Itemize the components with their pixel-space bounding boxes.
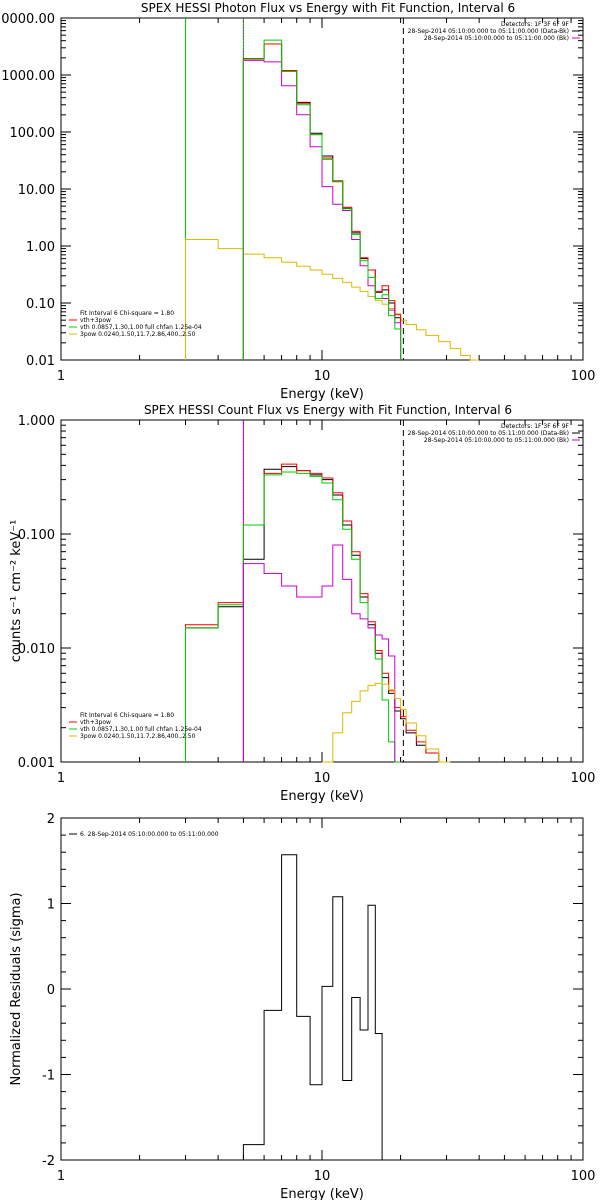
count-y-tick-label: 0.100 <box>18 528 55 543</box>
photon-legend-entry: vth 0.0857,1.30,1.00 full chfan 1.25e-04 <box>80 324 202 331</box>
count-y-tick-label: 0.001 <box>18 756 55 771</box>
photon-legend-entry: Fit Interval 6 Chi-square = 1.80 <box>80 310 174 317</box>
count-header-line: 28-Sep-2014 05:10:00.000 to 05:11:00.000… <box>408 430 569 437</box>
photon-header-line: 28-Sep-2014 05:10:00.000 to 05:11:00.000… <box>408 28 569 35</box>
count-series-total <box>185 463 451 763</box>
photon-series-pow <box>185 239 480 361</box>
photon-legend-entry: 3pow 0.0240,1.50,11.7,2.86,400.,2.50 <box>80 331 196 338</box>
photon-series-vth <box>242 39 402 360</box>
photon-series-data <box>242 43 402 360</box>
residuals-y-tick-label: -2 <box>42 1154 55 1169</box>
photon-y-tick-label: 10000.00 <box>0 12 55 27</box>
count-y-axis-label: counts s⁻¹ cm⁻² keV⁻¹ <box>9 520 24 663</box>
count-series-bk <box>242 544 396 762</box>
photon-x-tick-label: 100 <box>571 369 596 384</box>
count-y-tick-label: 0.010 <box>18 642 55 657</box>
count-legend-entry: 3pow 0.0240,1.50,11.7,2.86,400.,2.50 <box>80 733 196 740</box>
residuals-legend-entry: 6. 28-Sep-2014 05:10:00.000 to 05:11:00.… <box>80 831 219 838</box>
photon-header-line: Detectors: 1F 3F 6F 9F <box>501 21 570 28</box>
photon-header-line: 28-Sep-2014 05:10:00.000 to 05:11:00.000… <box>424 35 569 42</box>
photon-x-tick-label: 10 <box>314 369 331 384</box>
photon-y-tick-label: 1.00 <box>26 240 55 255</box>
photon-series-total <box>242 43 402 360</box>
count-y-tick-label: 1.000 <box>18 414 55 429</box>
count-series-pow <box>322 682 451 763</box>
count-x-axis-label: Energy (keV) <box>280 789 364 804</box>
photon-title: SPEX HESSI Photon Flux vs Energy with Fi… <box>141 1 515 15</box>
residuals-x-axis-label: Energy (keV) <box>280 1187 364 1200</box>
photon-legend-entry: vth+3pow <box>80 317 111 324</box>
count-legend-entry: vth 0.0857,1.30,1.00 full chfan 1.25e-04 <box>80 726 202 733</box>
count-legend-entry: Fit Interval 6 Chi-square = 1.80 <box>80 712 174 719</box>
residuals-axes: 1 10 100 -2 -1 0 1 2 Energy (keV) Normalized Resi… <box>9 812 595 1200</box>
residuals-series-resid <box>242 854 401 1161</box>
residuals-y-tick-label: 2 <box>47 812 55 827</box>
residuals-x-tick-label: 1 <box>57 1169 65 1184</box>
photon-y-tick-label: 0.10 <box>26 297 55 312</box>
count-x-tick-label: 1 <box>57 771 65 786</box>
residuals-y-tick-label: 0 <box>47 983 55 998</box>
photon-y-tick-label: 1000.00 <box>1 69 55 84</box>
count-axes: 1 10 100 0.001 0.010 0.100 1.000 SPEX HESSI Cou… <box>9 403 595 804</box>
photon-x-tick-label: 1 <box>57 369 65 384</box>
photon-plot-frame <box>60 17 584 361</box>
photon-x-axis-label: Energy (keV) <box>280 387 364 402</box>
residuals-y-tick-label: 1 <box>47 898 55 913</box>
residuals-y-tick-label: -1 <box>42 1069 55 1084</box>
residuals-x-tick-label: 100 <box>571 1169 596 1184</box>
photon-axes: 1 10 100 0.01 0.10 1.00 10.00 100.00 1000.00 1000… <box>0 1 595 402</box>
count-series-vth <box>185 471 401 763</box>
residuals-x-tick-label: 10 <box>314 1169 331 1184</box>
photon-y-tick-label: 10.00 <box>18 183 55 198</box>
count-x-tick-label: 100 <box>571 771 596 786</box>
photon-series-bk <box>242 59 402 360</box>
count-header-line: Detectors: 1F 3F 6F 9F <box>501 423 570 430</box>
count-x-tick-label: 10 <box>314 771 331 786</box>
photon-y-tick-label: 100.00 <box>10 126 56 141</box>
count-series-data <box>185 466 451 763</box>
photon-y-tick-label: 0.01 <box>26 354 55 369</box>
count-legend-entry: vth+3pow <box>80 719 111 726</box>
count-title: SPEX HESSI Count Flux vs Energy with Fit… <box>144 403 512 417</box>
count-header-line: 28-Sep-2014 05:10:00.000 to 05:11:00.000… <box>424 437 569 444</box>
residuals-y-axis-label: Normalized Residuals (sigma) <box>9 892 24 1085</box>
